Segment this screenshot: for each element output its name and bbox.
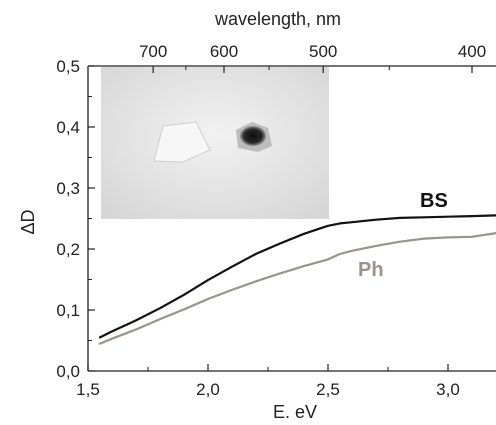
top-axis-title: wavelength, nm [214,9,341,29]
top-tick-label: 500 [309,42,337,61]
y-tick-label: 0,5 [56,57,80,76]
inset-photo-background [101,67,329,219]
light-sample-flake [153,121,211,163]
x-tick-label: 3,0 [436,380,460,399]
x-tick-label: 2,5 [316,380,340,399]
series-label-ph: Ph [358,259,384,281]
top-tick-label: 400 [458,42,486,61]
y-tick-label: 0,2 [56,240,80,259]
x-tick-label: 2,0 [196,380,220,399]
inset-photo [101,67,329,219]
y-axis-title: ΔD [18,209,38,234]
top-tick-label: 600 [210,42,238,61]
series-line-ph [98,232,496,345]
y-tick-label: 0,0 [56,362,80,381]
series-layer [98,214,496,345]
series-line-bs [98,214,496,339]
series-label-bs: BS [420,190,448,212]
top-tick-label: 700 [139,42,167,61]
y-tick-label: 0,1 [56,301,80,320]
axes: 0,0 0,1 0,2 0,3 0,4 0,5 1,5 2,0 2,5 3,0 700 600 500 4… [56,42,496,399]
y-tick-label: 0,3 [56,179,80,198]
dark-sample-spot [240,126,266,146]
x-tick-label: 1,5 [76,380,100,399]
y-tick-label: 0,4 [56,118,80,137]
x-axis-title: E. eV [273,402,317,422]
